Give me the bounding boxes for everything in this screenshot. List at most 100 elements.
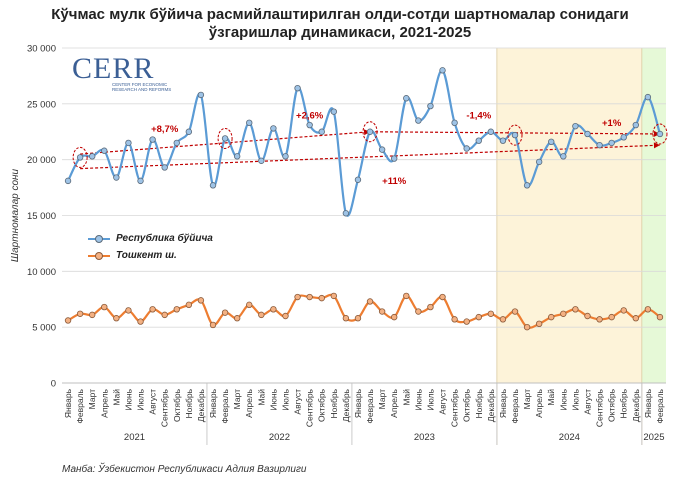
- data-point-series-0: [258, 157, 265, 164]
- data-point-series-1: [632, 315, 639, 322]
- data-point-series-0: [209, 182, 217, 189]
- data-point-series-1: [608, 313, 615, 321]
- year-label-2022: 2022: [269, 432, 290, 443]
- x-tick-label: Июнь: [558, 388, 568, 410]
- data-point-series-0: [173, 139, 180, 147]
- data-point-series-0: [584, 130, 591, 138]
- chart-title-line1: Кўчмас мулк бўйича расмийлаштирилган олд…: [51, 6, 629, 23]
- data-point-series-0: [64, 177, 72, 185]
- x-tick-label: Ноябрь: [184, 388, 194, 418]
- x-tick-label: Июль: [136, 388, 146, 410]
- legend-label-republic: Республика бўйича: [116, 233, 213, 244]
- data-point-series-0: [644, 93, 652, 101]
- logo-text: CERR: [72, 52, 155, 85]
- annotation-0: +8,7%: [151, 124, 179, 135]
- data-point-series-1: [270, 306, 277, 313]
- highlight-ellipse-3: [507, 124, 523, 146]
- data-point-series-1: [499, 316, 507, 323]
- data-point-series-1: [209, 321, 217, 329]
- year-label-2024: 2024: [559, 432, 580, 443]
- data-point-series-0: [487, 128, 495, 135]
- x-tick-label: Июнь: [268, 388, 278, 410]
- y-tick-label-5: 25 000: [27, 99, 56, 110]
- annotation-3: -1,4%: [466, 110, 491, 121]
- cerr-logo: CERR CENTER FOR ECONOMIC RESEARCH AND RE…: [72, 52, 192, 93]
- x-tick-label: Март: [377, 389, 387, 409]
- x-tick-label: Август: [582, 389, 592, 415]
- x-tick-label: Октябрь: [172, 388, 182, 422]
- x-tick-label: Декабрь: [631, 388, 641, 422]
- data-point-series-1: [451, 316, 458, 323]
- data-point-series-0: [608, 139, 615, 147]
- data-point-series-1: [439, 293, 446, 301]
- data-point-series-0: [282, 153, 289, 160]
- data-point-series-0: [76, 154, 84, 161]
- highlight-ellipse-4: [652, 123, 668, 145]
- y-tick-label-3: 15 000: [27, 211, 56, 222]
- x-tick-label: Февраль: [220, 388, 230, 423]
- legend: Республика бўйича Тошкент ш.: [88, 230, 213, 264]
- x-tick-label: Ноябрь: [329, 388, 339, 418]
- data-point-series-0: [632, 121, 639, 129]
- data-point-series-1: [584, 312, 591, 320]
- data-point-series-0: [475, 137, 482, 144]
- data-point-series-1: [403, 292, 410, 300]
- x-tick-label: Октябрь: [607, 388, 617, 422]
- y-tick-label-6: 30 000: [27, 44, 56, 55]
- data-point-series-0: [306, 121, 313, 129]
- x-tick-label: Февраль: [365, 388, 375, 423]
- x-tick-label: Август: [438, 389, 448, 415]
- data-point-series-0: [233, 153, 241, 160]
- data-point-series-1: [560, 310, 567, 317]
- data-point-series-1: [511, 308, 519, 315]
- data-point-series-1: [258, 311, 265, 319]
- data-point-series-0: [101, 147, 108, 154]
- y-axis-label: Шартномалар сони: [10, 168, 21, 262]
- source-note: Манба: Ўзбекистон Республикаси Адлия Ваз…: [62, 464, 307, 475]
- data-point-series-0: [161, 164, 168, 171]
- data-point-series-0: [88, 153, 96, 160]
- x-tick-label: Октябрь: [317, 388, 327, 422]
- x-tick-label: Январь: [63, 388, 73, 418]
- y-tick-label-2: 10 000: [27, 267, 56, 278]
- x-tick-label: Июль: [280, 388, 290, 410]
- data-point-series-1: [656, 313, 664, 321]
- data-point-series-1: [306, 293, 313, 301]
- data-point-series-0: [354, 176, 362, 183]
- data-point-series-0: [572, 122, 579, 130]
- x-tick-label: Август: [293, 389, 303, 415]
- logo-subtitle: CENTER FOR ECONOMIC RESEARCH AND REFORMS: [112, 82, 172, 92]
- x-tick-label: Январь: [498, 388, 508, 418]
- trend-arrowhead-2: [653, 142, 660, 149]
- x-tick-label: Апрель: [99, 388, 109, 417]
- highlight-ellipse-1: [217, 127, 233, 149]
- data-point-series-1: [185, 301, 193, 309]
- data-point-series-1: [366, 298, 374, 305]
- data-point-series-1: [548, 313, 555, 321]
- data-point-series-1: [221, 309, 229, 316]
- data-point-series-1: [294, 293, 301, 301]
- data-point-series-1: [318, 294, 325, 302]
- annotation-2: +11%: [382, 176, 407, 187]
- data-point-series-0: [185, 128, 193, 135]
- data-point-series-1: [463, 318, 470, 325]
- chart-title-line2: ўзгаришлар динамикаси, 2021-2025: [208, 24, 472, 41]
- data-point-series-1: [161, 311, 168, 319]
- data-point-series-1: [197, 297, 205, 304]
- data-point-series-1: [233, 315, 241, 322]
- data-point-series-1: [125, 307, 132, 314]
- x-tick-label: Январь: [353, 388, 363, 418]
- x-tick-label: Декабрь: [341, 388, 351, 422]
- data-point-series-1: [282, 312, 289, 320]
- data-point-series-0: [560, 153, 567, 160]
- data-point-series-0: [596, 141, 603, 149]
- x-tick-label: Июнь: [123, 388, 133, 410]
- x-tick-label: Сентябрь: [160, 388, 170, 427]
- x-tick-label: Ноябрь: [619, 388, 629, 418]
- y-tick-label-4: 20 000: [27, 155, 56, 166]
- data-point-series-0: [535, 158, 543, 166]
- y-tick-label-0: 0: [51, 379, 56, 390]
- x-tick-label: Февраль: [75, 388, 85, 423]
- annotation-1: +2,6%: [296, 110, 324, 121]
